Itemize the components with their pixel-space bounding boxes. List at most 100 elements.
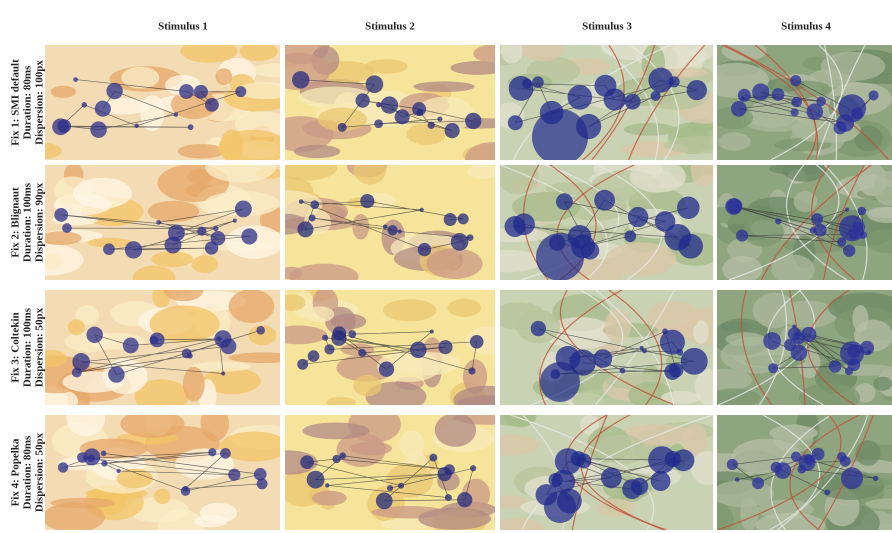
fixation <box>374 119 384 129</box>
fixation <box>843 244 856 257</box>
map-feature <box>353 165 387 185</box>
road <box>758 290 787 405</box>
map-feature <box>177 143 225 159</box>
map-feature <box>426 248 483 279</box>
map-feature <box>717 368 753 392</box>
fixation <box>324 344 335 355</box>
fixation <box>790 451 802 462</box>
road <box>627 45 706 160</box>
fixation <box>677 196 700 220</box>
fixation <box>624 93 641 110</box>
map-feature <box>453 385 495 405</box>
fixation <box>624 230 637 243</box>
fixation <box>555 193 573 211</box>
road <box>762 415 821 530</box>
map-feature <box>236 82 280 100</box>
fixation <box>417 242 432 257</box>
scanpath <box>61 208 250 251</box>
row-label: Fix 3: Coltekin <box>10 312 22 382</box>
fixation <box>90 121 107 138</box>
fixation <box>398 482 405 489</box>
fixation <box>837 237 847 247</box>
map-feature <box>248 325 277 346</box>
fixation <box>532 109 588 160</box>
fixation <box>630 477 649 496</box>
fixation <box>337 122 347 132</box>
thumbnail-content <box>45 165 280 280</box>
fixation <box>57 462 69 473</box>
map-feature <box>873 170 892 206</box>
map-feature <box>450 61 495 75</box>
fixation <box>659 329 685 355</box>
map-feature <box>191 361 251 372</box>
map-feature <box>867 206 892 223</box>
map-feature <box>852 305 869 333</box>
fixation <box>857 206 867 216</box>
column-header: Stimulus 2 <box>365 21 415 33</box>
road <box>721 45 817 160</box>
thumbnail <box>717 415 892 530</box>
fixation <box>725 198 742 215</box>
map-feature <box>605 242 677 277</box>
fixation <box>771 88 785 101</box>
fixation <box>639 345 644 350</box>
fixation <box>469 465 477 472</box>
map-feature <box>149 305 220 343</box>
thumbnail-content <box>500 165 713 280</box>
map-feature <box>382 299 437 322</box>
road <box>608 290 663 405</box>
thumbnail <box>717 45 892 160</box>
map-feature <box>121 66 160 89</box>
map-feature <box>742 217 784 247</box>
fixation <box>752 477 765 490</box>
road <box>717 290 815 405</box>
map-feature <box>285 266 303 280</box>
fixation <box>450 233 469 251</box>
fixation <box>593 349 613 368</box>
fixation <box>124 241 143 259</box>
thumbnail <box>45 45 280 160</box>
road <box>580 415 665 530</box>
fixation <box>775 218 782 225</box>
map-feature <box>72 177 132 209</box>
road <box>630 45 680 160</box>
map-feature <box>180 45 238 63</box>
fixation <box>570 451 586 467</box>
fixation <box>216 336 222 342</box>
fixation <box>444 494 452 502</box>
row-label: Fix 4: Popelka <box>10 438 22 506</box>
map-feature <box>873 376 892 391</box>
thumbnail-content <box>285 290 495 405</box>
fixation <box>292 71 310 89</box>
fixation <box>197 226 207 236</box>
fixation <box>731 101 747 117</box>
map-feature <box>413 81 475 93</box>
fixation <box>193 84 208 99</box>
map-feature <box>140 95 165 132</box>
road <box>807 290 856 405</box>
map-feature <box>239 45 278 62</box>
map-feature <box>289 263 359 280</box>
row-label: Fix 1: SMI default <box>10 59 22 146</box>
map-feature <box>182 366 205 402</box>
map-feature <box>782 165 827 182</box>
fixation <box>83 448 101 466</box>
fixation <box>513 213 535 236</box>
fixation <box>650 90 661 102</box>
fixation <box>544 491 576 523</box>
thumbnail <box>717 165 892 280</box>
fixation <box>348 330 357 339</box>
map-feature <box>500 434 539 456</box>
map-feature <box>353 374 382 397</box>
map-feature <box>285 294 306 311</box>
fixation <box>332 454 341 464</box>
fixation <box>382 224 388 229</box>
fixation <box>650 471 671 492</box>
fixation <box>331 330 347 346</box>
thumbnail <box>500 290 713 405</box>
fixation <box>457 492 473 508</box>
map-feature <box>205 165 277 183</box>
map-feature <box>604 308 631 343</box>
map-feature <box>132 265 176 280</box>
map-feature <box>302 422 370 440</box>
